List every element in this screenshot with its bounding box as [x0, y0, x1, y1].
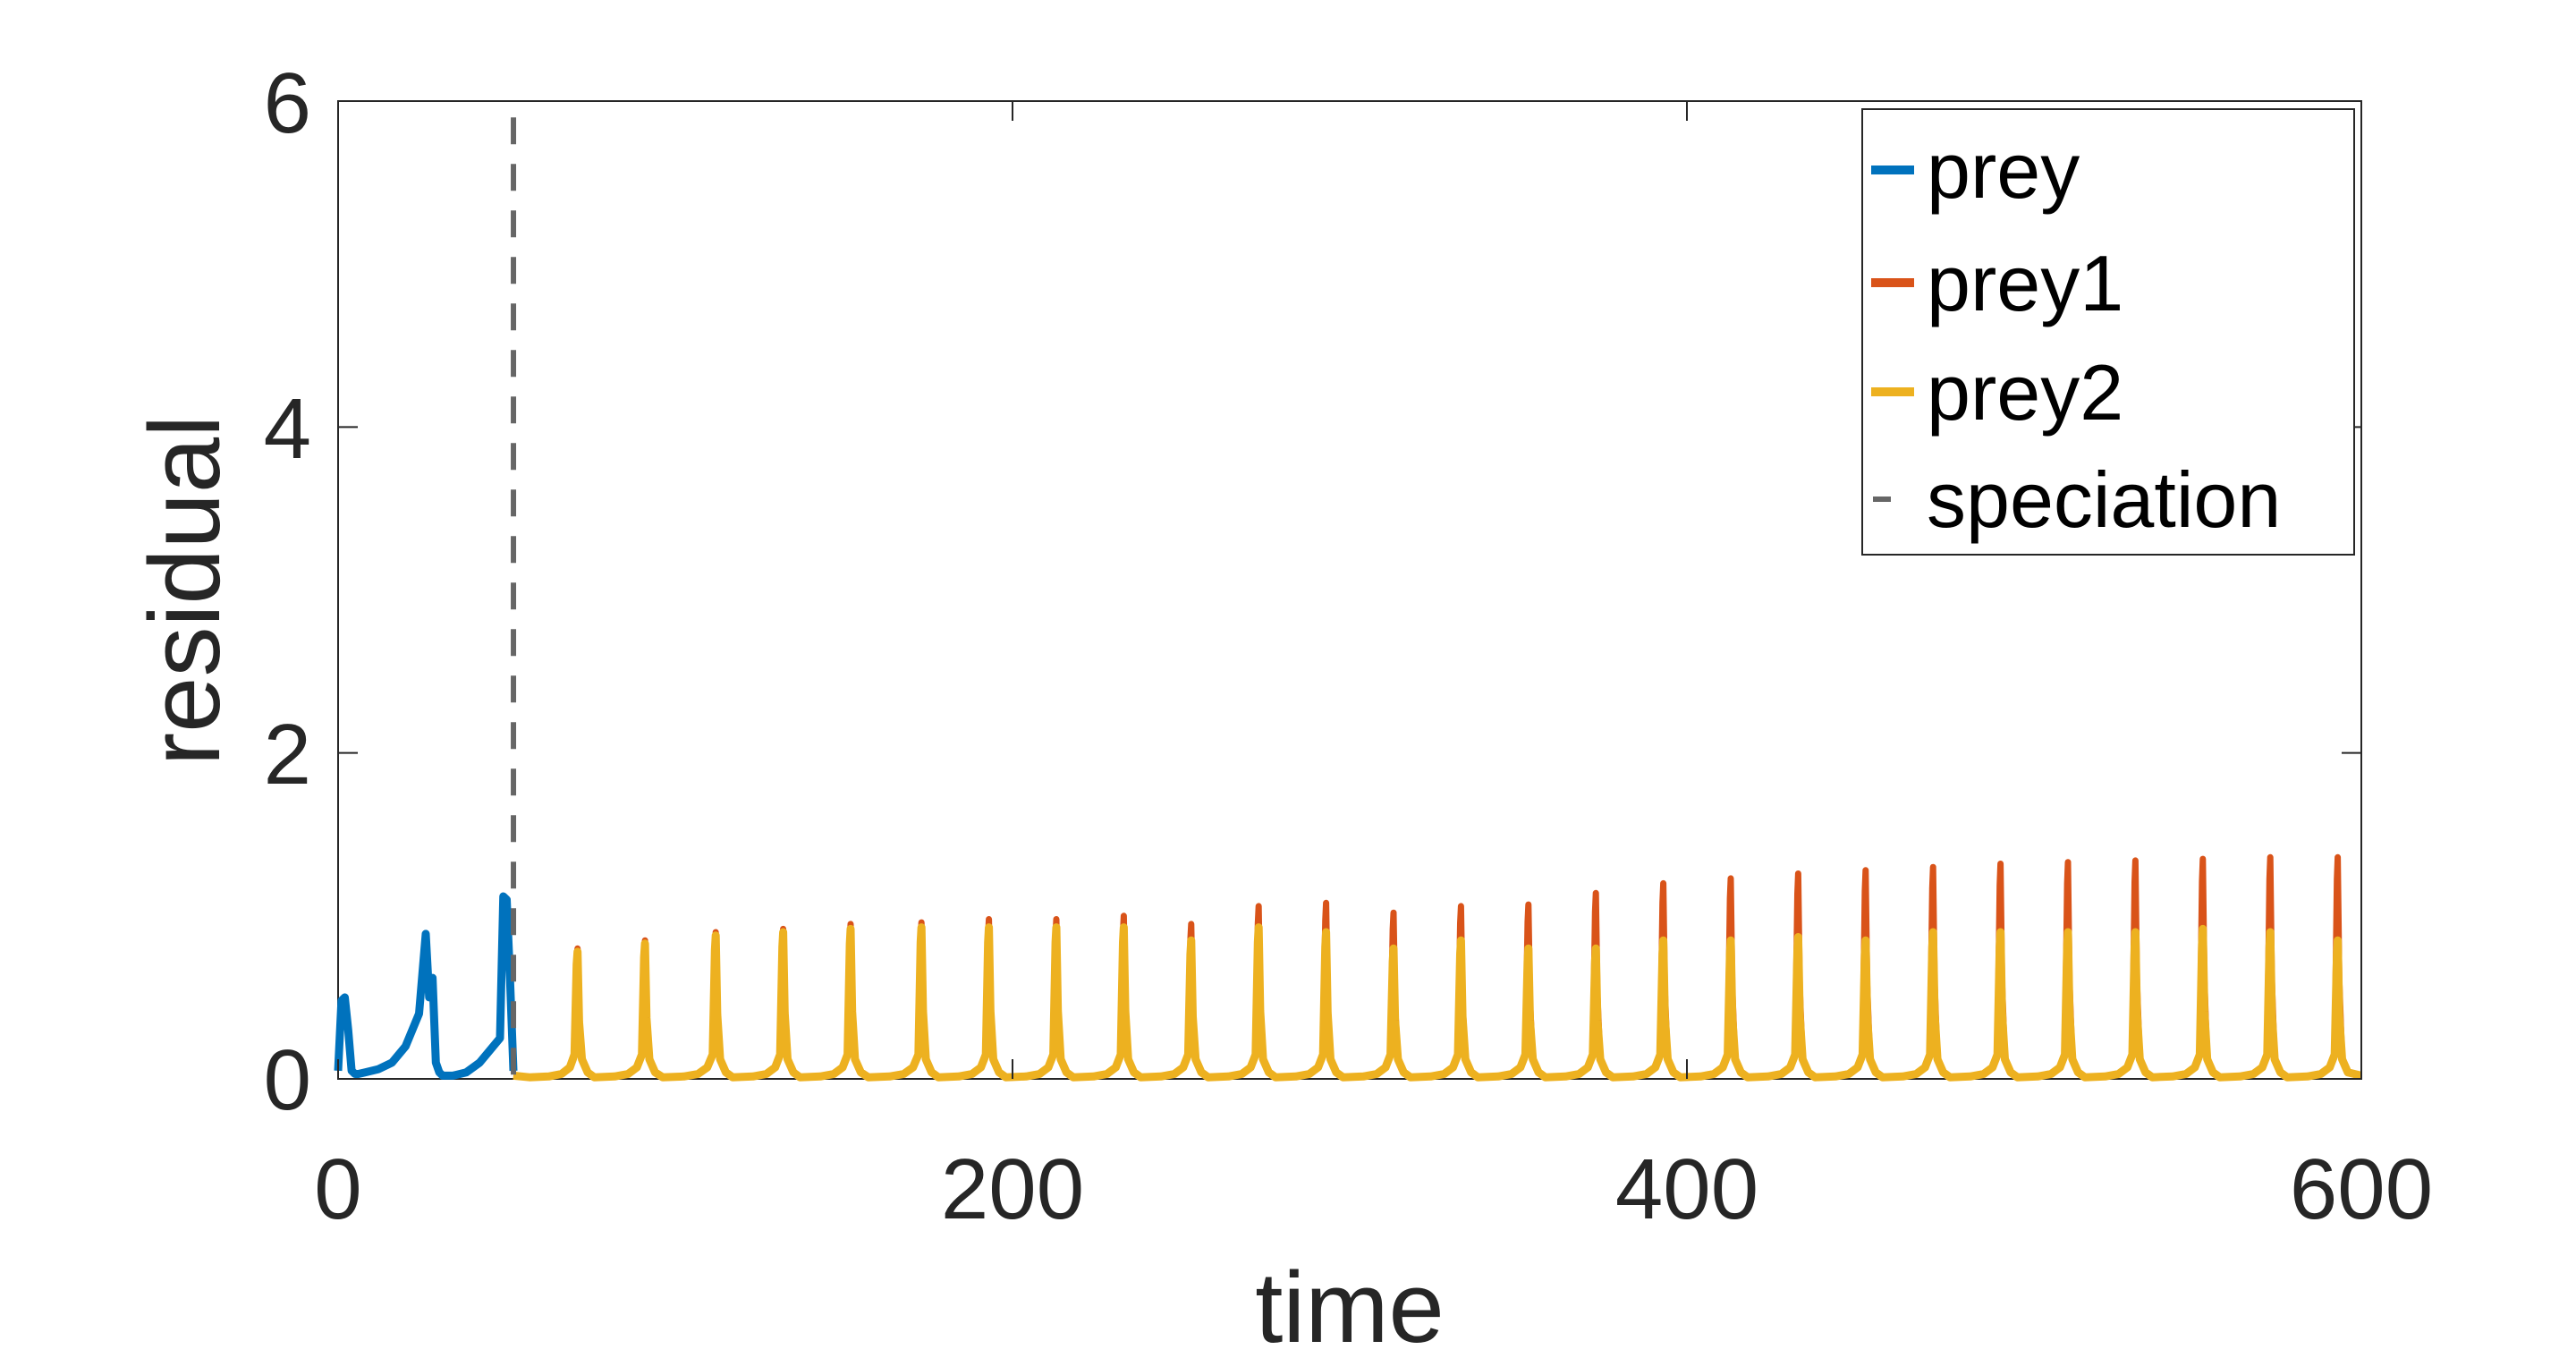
prey-series-line	[334, 892, 518, 1080]
legend-box	[1861, 108, 2355, 556]
legend-label-prey1: prey1	[1927, 239, 2123, 327]
x-tick-label-200: 200	[941, 1142, 1084, 1237]
legend-label-prey2: prey2	[1927, 348, 2123, 437]
tick-labels: 0 200 400 600 0 2 4 6	[264, 55, 2433, 1237]
ticks-layer	[337, 100, 2362, 1080]
legend: prey prey1 prey2 speciation	[1861, 108, 2355, 556]
y-tick-label-2: 2	[264, 707, 311, 802]
y-tick-label-6: 6	[264, 55, 311, 151]
legend-label-speciation: speciation	[1927, 455, 2281, 544]
prey2-series-line	[513, 923, 2363, 1082]
x-tick-label-0: 0	[314, 1142, 361, 1237]
x-tick-label-400: 400	[1615, 1142, 1758, 1237]
y-tick-label-4: 4	[264, 381, 311, 477]
y-tick-label-0: 0	[264, 1032, 311, 1128]
series-layer	[334, 853, 2363, 1082]
y-axis-label: residual	[129, 415, 241, 766]
x-axis-label: time	[1255, 1252, 1445, 1358]
legend-label-prey: prey	[1927, 126, 2080, 215]
x-tick-label-600: 600	[2290, 1142, 2433, 1237]
